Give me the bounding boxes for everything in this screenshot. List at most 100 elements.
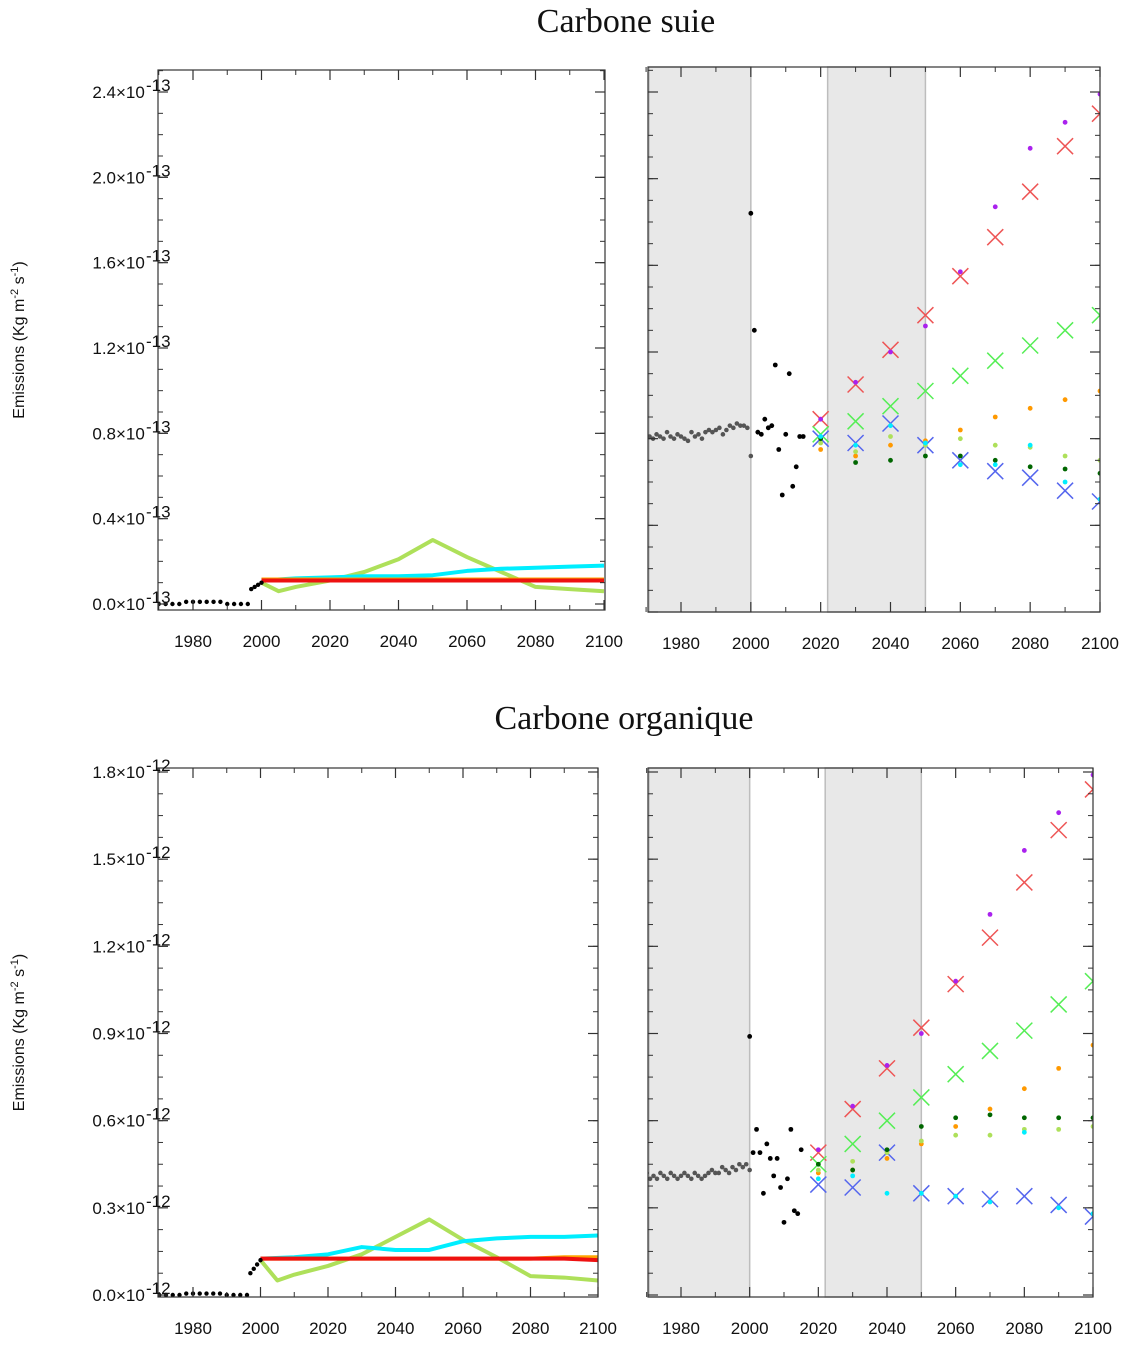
y-tick-label: 1.2	[92, 339, 116, 358]
x-tick-label: 2040	[872, 634, 910, 653]
dot-series-1	[853, 453, 858, 459]
historical-point	[238, 601, 244, 607]
shaded-period	[826, 66, 927, 613]
dot-series-0	[850, 1103, 856, 1109]
x-marker-0	[1091, 105, 1100, 123]
observed-point	[713, 427, 719, 433]
x-tick-label: 1980	[174, 632, 212, 651]
historical-point	[177, 1292, 182, 1297]
observed-point	[702, 1173, 708, 1179]
model-point	[790, 483, 796, 489]
x-tick-label: 2020	[799, 1319, 837, 1338]
y-scale-exponent: -12	[146, 930, 171, 949]
y-axis-label-exp1: -2	[9, 289, 21, 299]
observed-point	[664, 1176, 670, 1182]
model-point	[762, 416, 768, 422]
x-marker-1	[986, 352, 1004, 370]
model-point	[748, 210, 754, 216]
plot-area	[648, 772, 1093, 1226]
observed-point	[651, 1173, 656, 1179]
dot-series-2	[953, 1132, 959, 1138]
observed-point	[668, 434, 673, 439]
observed-point	[678, 1173, 684, 1179]
dot-series-3	[953, 1115, 959, 1121]
observed-point	[726, 1170, 732, 1176]
observed-point	[703, 429, 708, 435]
observed-point	[724, 427, 729, 433]
model-point	[778, 1185, 783, 1190]
y-scale-exponent: -12	[146, 1192, 171, 1211]
y-tick-label: 0.3	[92, 1199, 116, 1218]
model-point	[757, 1150, 763, 1156]
series-line-0	[258, 1217, 598, 1283]
x-tick-label: 2080	[517, 632, 555, 651]
dot-series-0	[888, 349, 893, 355]
y-tick-label: 1.5	[92, 850, 116, 869]
model-point	[758, 431, 764, 437]
model-point	[779, 492, 785, 498]
observed-point	[699, 1176, 704, 1182]
x-tick-label: 2060	[937, 1319, 975, 1338]
y-tick-label: 0.6	[92, 1112, 116, 1131]
x-tick-label: 2080	[1011, 634, 1049, 653]
x-marker-1	[847, 412, 865, 430]
model-point	[765, 425, 771, 431]
x-tick-label: 2020	[309, 1319, 347, 1338]
historical-point	[259, 580, 264, 585]
x-marker-0	[981, 929, 999, 947]
dot-series-0	[1056, 810, 1062, 816]
x-tick-label: 2000	[731, 1319, 769, 1338]
dot-series-2	[1062, 453, 1068, 459]
model-point	[776, 447, 782, 452]
dot-series-1	[1021, 1086, 1027, 1092]
dot-series-1	[987, 1106, 993, 1112]
historical-point	[183, 599, 189, 605]
dot-series-3	[853, 460, 858, 465]
historical-point	[184, 1291, 189, 1296]
dot-series-1	[884, 1156, 890, 1161]
dot-series-1	[992, 414, 998, 420]
dot-series-1	[1056, 1065, 1062, 1071]
dot-series-0	[957, 269, 963, 275]
dot-series-2	[957, 436, 963, 442]
observed-point	[716, 1170, 722, 1176]
plot-area	[158, 538, 605, 607]
dot-series-2	[850, 1158, 856, 1164]
x-tick-label: 2100	[579, 1319, 617, 1338]
x-marker-1	[912, 1088, 930, 1106]
dot-series-3	[1056, 1115, 1062, 1121]
y-tick-label: 0.0	[92, 595, 116, 614]
x-marker-1	[1021, 336, 1039, 355]
dot-series-0	[853, 379, 858, 385]
x-marker-2	[981, 1190, 999, 1208]
title-top: Carbone suie	[537, 3, 715, 40]
dot-series-3	[918, 1124, 924, 1129]
observed-point	[682, 1170, 687, 1176]
y-axis-label-exp2: -1	[9, 267, 21, 277]
y-axis-label-close: )	[11, 954, 28, 959]
y-tick-label: 0.0	[92, 1286, 116, 1305]
observed-point	[695, 1173, 701, 1179]
shaded-period	[648, 767, 751, 1298]
panel-bottom-right: 1980 2000 2020 2040 2060 2080 2100	[646, 767, 1112, 1338]
historical-point	[258, 1257, 263, 1263]
observed-point	[745, 425, 750, 431]
x-tick-label: 1980	[174, 1319, 212, 1338]
x-marker-0	[1050, 821, 1068, 839]
dot-series-4	[1027, 442, 1033, 448]
dot-series-0	[923, 323, 928, 329]
plot-frame	[157, 767, 599, 1298]
historical-point	[218, 599, 223, 605]
x-marker-0	[986, 228, 1004, 246]
x-tick-label: 2100	[585, 632, 623, 651]
dot-series-0	[815, 1147, 821, 1153]
dot-series-4	[888, 423, 893, 429]
dot-series-1	[818, 447, 824, 452]
x-marker-0	[1056, 137, 1074, 155]
x-tick-label: 2020	[802, 634, 840, 653]
observed-point	[710, 429, 715, 435]
dot-series-1	[957, 427, 963, 433]
series-line-3	[260, 1256, 598, 1263]
y-axis-label-exp1: -2	[9, 981, 21, 991]
